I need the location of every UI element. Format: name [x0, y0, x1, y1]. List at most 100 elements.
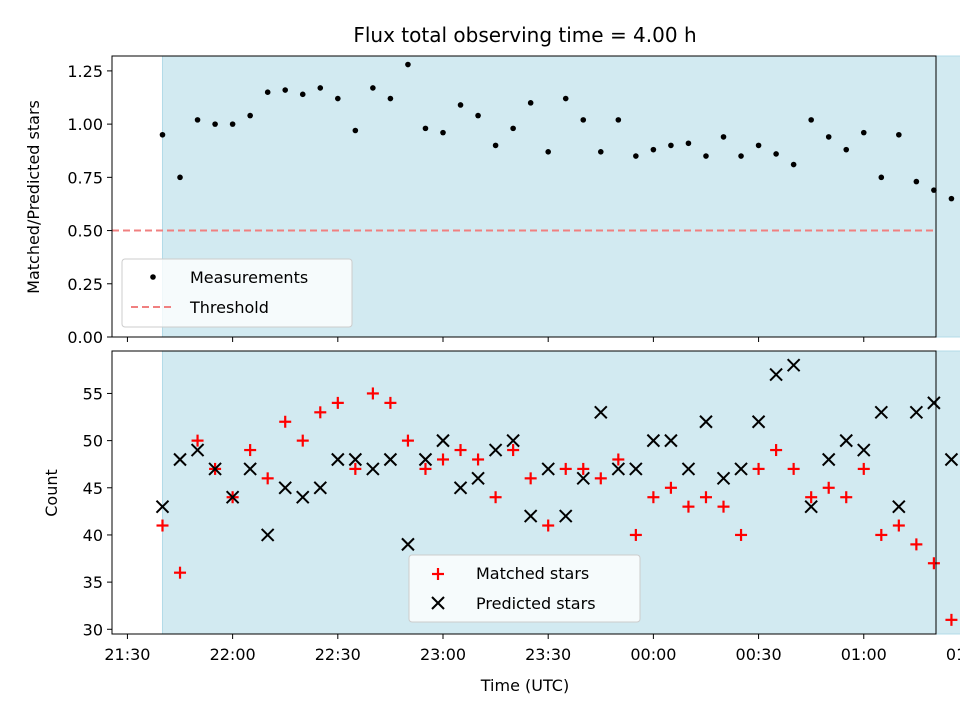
measurement-point	[422, 125, 429, 132]
predicted-x-b	[751, 415, 766, 429]
measurement-point	[545, 148, 551, 155]
predicted-x-b	[857, 443, 871, 457]
predicted-star-point	[804, 499, 818, 514]
measurement-point	[352, 127, 359, 134]
predicted-star-point	[786, 358, 801, 372]
predicted-star-point	[927, 396, 941, 410]
matched-star-point	[735, 528, 748, 541]
matched-star-point	[191, 434, 204, 447]
matched-star-point	[577, 462, 590, 475]
bottom-y-tick-label: 35	[83, 573, 103, 592]
predicted-x-b	[944, 452, 959, 467]
bottom-x-tick-label: 00:00	[630, 645, 676, 664]
predicted-x-b	[699, 415, 713, 429]
measurement-point	[177, 174, 183, 181]
measurement-point	[562, 95, 569, 102]
predicted-star-point	[278, 481, 292, 495]
predicted-star-point	[155, 499, 170, 514]
bottom-x-tick-label: 23:00	[420, 645, 466, 664]
bottom-x-tick-label: 01:30	[946, 645, 960, 664]
predicted-x-b	[278, 481, 292, 495]
measurement-point	[790, 161, 797, 168]
predicted-x-b	[681, 462, 696, 476]
predicted-star-point	[821, 452, 836, 467]
predicted-star-point	[383, 452, 398, 467]
matched-star-point	[752, 462, 765, 475]
predicted-x-b	[523, 509, 538, 523]
predicted-star-point	[471, 471, 485, 486]
predicted-star-point	[629, 462, 643, 476]
measurement-point	[457, 102, 464, 108]
matched-star-point	[945, 613, 958, 626]
predicted-star-point	[418, 452, 433, 467]
matched-star-point	[612, 453, 625, 466]
predicted-x-b	[488, 443, 503, 457]
matched-star-point	[366, 387, 379, 400]
measurement-point	[650, 146, 657, 153]
predicted-star-point	[541, 462, 555, 476]
measurement-point	[475, 112, 481, 119]
matched-star-point	[156, 519, 169, 532]
measurement-point	[948, 195, 955, 202]
matched-star-point	[647, 491, 660, 504]
matched-star-point	[787, 462, 800, 475]
top-y-tick-label: 0.50	[67, 222, 103, 241]
measurement-point	[370, 85, 376, 91]
predicted-star-point	[874, 405, 889, 420]
legend-predicted-label: Predicted stars	[476, 594, 596, 613]
bottom-y-tick-label: 40	[83, 526, 103, 545]
predicted-x-b	[471, 471, 485, 486]
measurement-point	[808, 117, 814, 123]
measurement-point	[194, 117, 201, 123]
measurement-point	[913, 178, 920, 185]
measurement-point	[685, 140, 692, 147]
matched-star-point	[419, 462, 432, 475]
bottom-y-tick-label: 30	[83, 620, 103, 639]
measurement-point	[843, 146, 850, 153]
bottom-y-tick-label: 45	[83, 479, 103, 498]
top-y-tick-label: 1.00	[67, 115, 103, 134]
predicted-x-b	[664, 433, 678, 448]
predicted-x-b	[243, 462, 257, 476]
matched-star-point	[927, 557, 940, 570]
predicted-x-b	[331, 452, 345, 467]
predicted-x-b	[208, 462, 222, 476]
predicted-star-point	[453, 481, 468, 495]
matched-star-point	[664, 481, 677, 494]
top-y-tick-label: 0.25	[67, 275, 103, 294]
predicted-star-point	[488, 443, 503, 457]
measurement-point	[720, 134, 727, 140]
legend-predicted-marker	[431, 596, 445, 610]
matched-star-point	[594, 472, 607, 485]
predicted-star-point	[436, 433, 450, 448]
predicted-star-point	[681, 462, 696, 476]
matched-stars-points	[156, 387, 958, 626]
matched-star-point	[892, 519, 905, 532]
matched-star-point	[699, 491, 712, 504]
measurement-point	[580, 117, 587, 123]
measurement-point	[755, 142, 762, 149]
predicted-x-b	[453, 481, 468, 495]
measurement-point	[229, 121, 236, 127]
predicted-star-point	[243, 462, 257, 476]
predicted-x-b	[418, 452, 433, 467]
bottom-y-tick-label: 55	[83, 384, 103, 403]
matched-star-point	[542, 519, 555, 532]
predicted-star-point	[559, 509, 573, 523]
matched-star-point	[910, 538, 923, 551]
matched-star-point	[629, 528, 642, 541]
predicted-star-point	[173, 452, 187, 467]
top-y-axis-label: Matched/Predicted stars	[24, 100, 43, 294]
measurement-point	[335, 95, 341, 102]
predicted-x-b	[366, 462, 380, 476]
predicted-stars-points	[155, 358, 959, 552]
matched-star-point	[717, 500, 730, 513]
predicted-star-point	[699, 415, 713, 429]
predicted-star-point	[769, 367, 783, 382]
bottom-x-tick-label: 01:00	[841, 645, 887, 664]
top-y-tick-label: 0.00	[67, 328, 103, 347]
bottom-axes-frame	[111, 350, 937, 635]
measurement-point	[282, 87, 289, 93]
predicted-x-b	[821, 452, 836, 467]
predicted-star-point	[348, 452, 363, 467]
